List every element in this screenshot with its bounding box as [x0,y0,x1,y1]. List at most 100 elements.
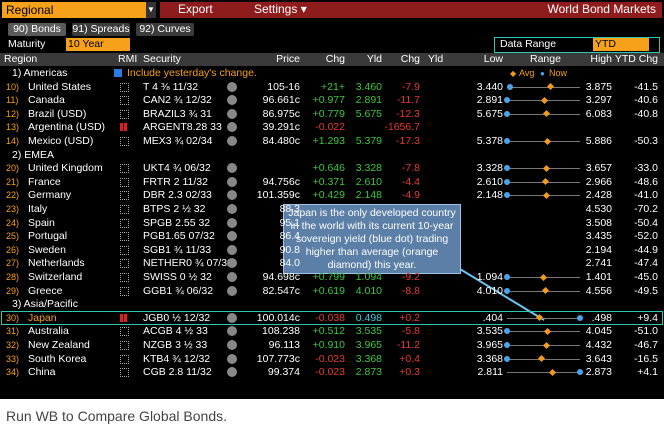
yield-change: -17.3 [396,135,420,147]
security[interactable]: ARGENT8.28 33 [143,121,222,134]
menu-icon[interactable] [227,163,237,174]
menu-icon[interactable] [227,231,237,242]
region-name[interactable]: Argentina (USD) [28,121,106,134]
menu-icon[interactable] [227,326,237,337]
region-name[interactable]: Mexico (USD) [28,135,94,147]
region-name[interactable]: Greece [28,284,63,297]
security[interactable]: DBR 2.3 02/33 [143,189,212,202]
rmi-icon [120,164,129,174]
range-label: Data Range [500,38,557,50]
tab[interactable]: 91) Spreads [72,23,130,36]
security[interactable]: GGB1 ¾ 06/32 [143,284,214,297]
yield-change: -11.7 [396,94,420,107]
price-change: +0.799 [312,271,345,283]
yield: 2.610 [355,175,382,188]
security[interactable]: BTPS 2 ½ 32 [143,203,206,215]
settings-button[interactable]: Settings ▾ [254,2,307,16]
menu-icon[interactable] [227,244,237,255]
checkbox[interactable] [114,69,122,77]
low: 1.094 [476,271,503,283]
menu-icon[interactable] [227,204,237,214]
high: 1.401 [585,271,612,283]
region-name[interactable]: Australia [28,325,69,338]
region-name[interactable]: New Zealand [28,339,90,351]
security[interactable]: ACGB 4 ½ 33 [143,325,208,338]
region-name[interactable]: United Kingdom [28,162,103,175]
region-name[interactable]: Brazil (USD) [28,107,87,120]
security[interactable]: CAN2 ¾ 12/32 [143,94,212,107]
menu-icon[interactable] [227,285,237,296]
menu-icon[interactable] [227,136,237,146]
menu-icon[interactable] [227,367,237,378]
security[interactable]: SWISS 0 ½ 32 [143,271,212,283]
region-name[interactable]: Spain [28,216,55,229]
row-number: 34) [6,367,20,378]
region-name[interactable]: Netherlands [28,257,85,270]
range-select[interactable]: YTD [593,38,649,51]
menu-icon[interactable] [227,340,237,350]
security[interactable]: UKT4 ¾ 06/32 [143,162,211,175]
low: 4.010 [476,284,503,297]
menu-icon[interactable] [227,95,237,106]
region-name[interactable]: Sweden [28,243,66,256]
yield-change: -12.3 [396,107,420,120]
region-name[interactable]: Japan [28,311,57,324]
menu-icon[interactable] [227,217,237,228]
security[interactable]: FRTR 2 11/32 [143,175,208,188]
region-name[interactable]: France [28,175,61,188]
rmi-icon [120,82,129,92]
region-name[interactable]: South Korea [28,352,87,365]
security[interactable]: NZGB 3 ½ 33 [143,339,208,351]
legend-now-icon: ● [540,69,545,78]
rmi-icon [120,354,129,364]
ytd-change: -48.6 [634,175,658,188]
menu-icon[interactable] [227,312,237,323]
security[interactable]: KTB4 ¾ 12/32 [143,352,211,365]
region-name[interactable]: Switzerland [28,271,83,283]
ytd-change: -41.0 [634,189,658,202]
region-name[interactable]: Canada [28,94,65,107]
dropdown-arrow[interactable]: ▼ [146,2,156,18]
region-name[interactable]: Portugal [28,230,68,243]
legend-avg: Avg [519,68,535,78]
menu-icon[interactable] [227,122,237,133]
security[interactable]: PGB1.65 07/32 [143,230,215,243]
menu-icon[interactable] [227,176,237,187]
yield: 3.328 [355,162,382,175]
menu-icon[interactable] [227,258,237,269]
region-name[interactable]: Italy [28,203,48,215]
menu-icon[interactable] [227,190,237,201]
tab[interactable]: 92) Curves [136,23,194,36]
security[interactable]: BRAZIL3 ¾ 31 [143,107,212,120]
yield-change: +0.4 [399,352,420,365]
price: 86.975c [262,107,300,120]
export-button[interactable]: Export [178,2,213,16]
menu-icon[interactable] [227,108,237,119]
region-select[interactable]: Regional [2,2,148,18]
security[interactable]: MEX3 ¾ 02/34 [143,135,213,147]
menu-icon[interactable] [227,272,237,282]
menu-icon[interactable] [227,353,237,364]
rmi-icon [120,273,129,282]
tab[interactable]: 90) Bonds [8,23,66,36]
menu-bar [160,2,662,18]
security[interactable]: JGB0 ½ 12/32 [143,311,211,324]
price: 95.1 [279,216,300,229]
security[interactable]: SGB1 ¾ 11/33 [143,243,212,256]
group-label: 3) Asia/Pacific [12,298,78,311]
region-name[interactable]: Germany [28,189,72,202]
security[interactable]: T 4 ⅜ 11/32 [143,80,199,93]
price-change: +0.619 [312,284,345,297]
row-number: 32) [6,340,20,350]
maturity-select[interactable]: 10 Year [66,38,130,51]
rmi-icon [120,109,129,119]
region-name[interactable]: United States [28,80,92,93]
ytd-change: -44.9 [634,243,658,256]
security[interactable]: SPGB 2.55 32 [143,216,211,229]
row-number: 14) [6,136,20,146]
menu-icon[interactable] [227,81,237,92]
group-label: 2) EMEA [12,148,55,161]
security[interactable]: CGB 2.8 11/32 [143,366,212,379]
region-name[interactable]: China [28,366,56,379]
security[interactable]: NETHER0 ¾ 07/32 [143,257,233,270]
